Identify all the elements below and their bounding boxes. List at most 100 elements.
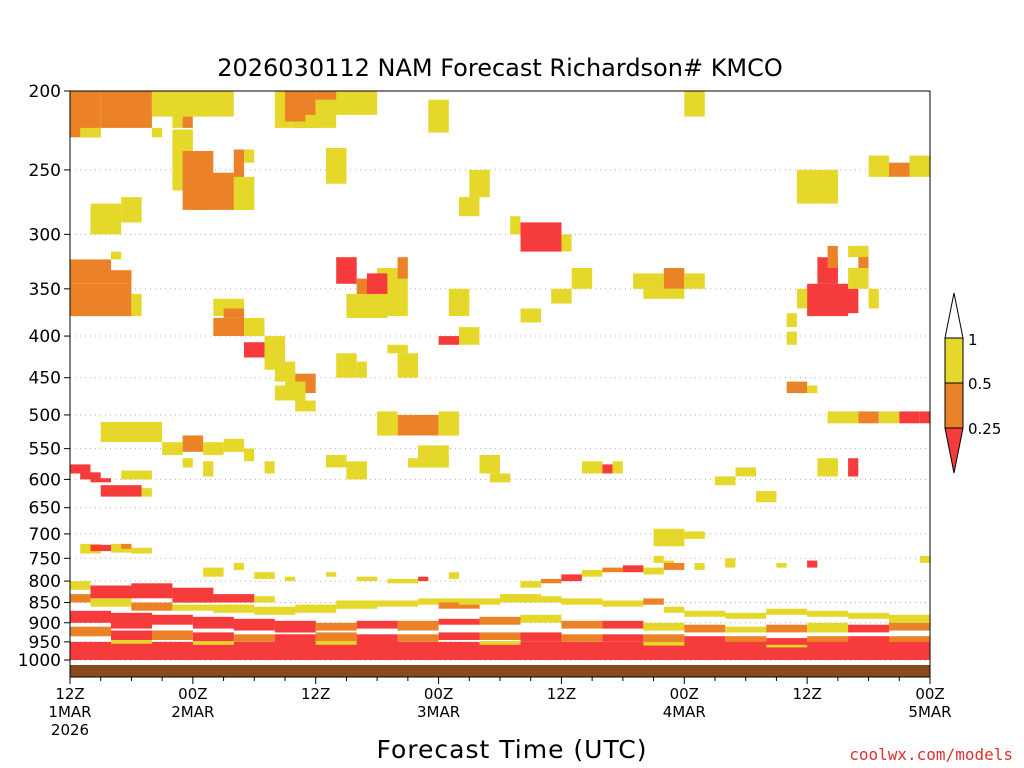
ri-cell (807, 610, 849, 617)
ri-cell (561, 598, 603, 605)
ri-cell (561, 574, 582, 582)
ri-cell (878, 411, 900, 424)
ri-cell (479, 632, 521, 640)
ri-cell (315, 641, 357, 645)
ri-cell (223, 308, 245, 318)
ri-cell (90, 203, 122, 235)
ri-cell (151, 630, 193, 640)
ri-cell (80, 543, 101, 554)
ri-cell (418, 445, 449, 462)
ri-cell (111, 630, 152, 640)
ri-cell (387, 344, 408, 354)
ri-cell (459, 197, 480, 217)
ri-cell (520, 308, 541, 323)
ri-cell (356, 634, 398, 644)
ri-cell (469, 169, 490, 198)
ri-cell (612, 461, 623, 474)
ri-cell (315, 632, 357, 642)
ri-cell (244, 448, 255, 462)
ri-cell (356, 576, 378, 582)
ri-cell (244, 342, 265, 358)
ri-cell (684, 624, 726, 633)
ri-cell (407, 458, 449, 468)
ri-cell (397, 634, 439, 642)
ri-cell (479, 616, 521, 625)
ri-cell (643, 622, 685, 631)
ri-cell (459, 598, 500, 605)
ri-cell (622, 565, 644, 573)
ri-cell (203, 567, 224, 577)
ri-cell (70, 610, 111, 623)
ri-cell (244, 149, 255, 163)
ri-cell (264, 336, 285, 358)
ri-cell (295, 604, 337, 613)
ri-cell (254, 572, 275, 579)
ri-cell (520, 614, 562, 623)
ri-cell (326, 572, 337, 577)
ri-cell (510, 216, 521, 235)
y-tick-label-900: 900 (29, 614, 61, 634)
y-tick-label-300: 300 (29, 225, 61, 245)
legend-swatch-0-5-to-1 (944, 337, 964, 384)
ri-cell (459, 327, 480, 345)
ri-cell (100, 91, 152, 128)
ri-cell (285, 91, 306, 122)
ri-cell (274, 634, 316, 644)
ri-cell (172, 587, 214, 603)
legend-label-1: 1 (968, 331, 978, 349)
ri-cell (203, 442, 224, 456)
ri-cell (418, 598, 460, 605)
ri-cell (653, 555, 664, 563)
ri-cell (643, 567, 664, 575)
ri-cell (70, 283, 132, 317)
ri-cell (489, 473, 511, 483)
ri-cell (151, 614, 193, 625)
ri-cell (827, 411, 859, 424)
ri-cell (858, 411, 879, 424)
ri-cell (766, 644, 808, 648)
ri-cell (377, 411, 398, 436)
x-tick-label: 00Z (915, 685, 944, 703)
ri-cell (70, 259, 111, 284)
ri-cell (70, 626, 111, 637)
ri-cell (643, 641, 685, 646)
x-tick-label: 12Z (547, 685, 576, 703)
ri-cell (643, 598, 664, 605)
y-tick-label-200: 200 (29, 82, 61, 102)
ri-cell (172, 604, 214, 611)
ri-cell (254, 596, 275, 603)
y-tick-label-450: 450 (29, 369, 61, 389)
ri-cell (100, 485, 142, 497)
legend-label-0-5: 0.5 (968, 375, 992, 393)
ri-cell (848, 612, 890, 619)
x-tick-label: 4MAR (663, 703, 706, 721)
ri-cell (397, 257, 408, 279)
ri-cell (192, 641, 234, 645)
ri-cell (111, 612, 152, 629)
ri-cell (213, 604, 255, 613)
ri-cell (479, 641, 521, 645)
ri-cell (80, 472, 101, 480)
ri-cell (807, 560, 818, 568)
ri-cell (233, 563, 244, 570)
ri-cell (663, 563, 685, 570)
ri-cell (90, 478, 111, 483)
ri-cell (111, 251, 122, 260)
surface-strip (70, 665, 930, 677)
ri-cell (397, 414, 439, 436)
ri-cell (418, 576, 429, 582)
ri-cell (315, 91, 337, 100)
ri-cell (725, 558, 736, 568)
y-tick-label-800: 800 (29, 572, 61, 592)
ri-cell (684, 273, 705, 289)
ri-cell (581, 569, 603, 577)
ri-cell (919, 411, 930, 424)
ri-cell (295, 400, 316, 412)
ri-cell (80, 127, 101, 138)
ri-cell (346, 293, 388, 318)
ri-cell (725, 636, 767, 644)
ri-cell (653, 528, 685, 547)
ri-cell (848, 636, 890, 644)
x-tick-label: 12Z (792, 685, 821, 703)
